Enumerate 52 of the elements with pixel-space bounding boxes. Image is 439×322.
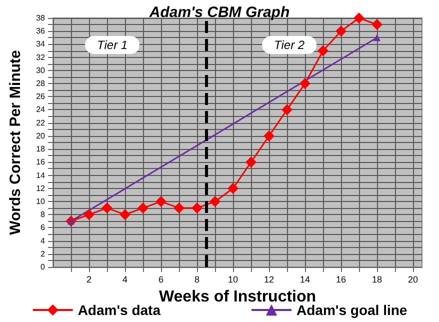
point	[318, 45, 328, 56]
y-tick-label: 14	[36, 170, 46, 180]
point	[300, 78, 310, 90]
y-tick-label: 32	[36, 52, 46, 62]
point	[84, 209, 94, 220]
point	[372, 19, 382, 30]
point	[264, 130, 274, 142]
x-tick-label: 18	[372, 274, 382, 284]
y-tick-label: 38	[36, 14, 46, 22]
x-tick-label: 8	[194, 274, 200, 284]
y-tick-label: 0	[40, 262, 46, 272]
point	[210, 196, 220, 207]
point	[120, 209, 130, 220]
y-tick-label: 24	[36, 105, 46, 114]
x-tick-label: 10	[228, 274, 238, 284]
point	[354, 12, 364, 24]
y-tick-label: 10	[36, 196, 46, 206]
y-tick-label: 30	[36, 66, 46, 75]
y-axis-title: Words Correct Per Minute	[7, 50, 24, 235]
point	[246, 156, 256, 168]
point	[336, 26, 346, 37]
annotation: Tier 1	[97, 38, 128, 52]
point	[282, 104, 292, 116]
chart-title: Adam's CBM Graph	[148, 4, 290, 21]
y-tick-label: 6	[40, 223, 46, 232]
y-tick-label: 34	[36, 40, 46, 49]
legend-label: Adam's data	[78, 302, 161, 318]
y-tick-label: 4	[40, 236, 46, 246]
y-tick-label: 16	[36, 158, 46, 167]
x-tick-label: 2	[86, 274, 92, 284]
y-tick-label: 20	[36, 131, 46, 140]
point	[228, 182, 238, 194]
x-tick-label: 6	[158, 274, 164, 284]
y-tick-label: 28	[36, 79, 46, 88]
x-tick-label: 12	[264, 274, 274, 284]
point	[138, 202, 148, 214]
point	[174, 202, 184, 214]
annotation: Tier 2	[274, 38, 305, 52]
y-tick-label: 22	[36, 118, 46, 128]
point	[192, 202, 202, 214]
x-tick-label: 16	[336, 274, 346, 284]
y-tick-label: 18	[36, 144, 46, 154]
x-tick-label: 4	[122, 274, 128, 284]
y-tick-label: 2	[40, 249, 46, 258]
y-tick-label: 26	[36, 92, 46, 102]
x-tick-label: 14	[300, 274, 310, 284]
y-tick-label: 36	[36, 26, 46, 36]
point	[156, 196, 166, 207]
point	[102, 202, 112, 214]
x-tick-label: 20	[408, 274, 418, 284]
y-tick-label: 12	[36, 184, 46, 193]
y-tick-label: 8	[40, 210, 46, 220]
